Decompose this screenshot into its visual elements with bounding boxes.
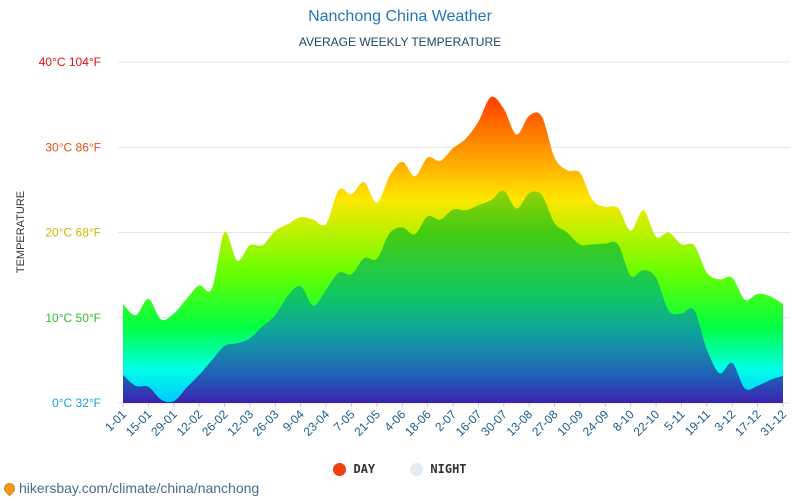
x-tick-label: 19-11 bbox=[682, 407, 713, 438]
y-tick-label: 10°C 50°F bbox=[45, 311, 101, 325]
x-tick-label: 29-01 bbox=[148, 407, 180, 439]
legend-night[interactable]: NIGHT bbox=[410, 462, 467, 476]
x-tick-label: 18-06 bbox=[402, 407, 434, 439]
x-tick-label: 17-12 bbox=[732, 407, 764, 439]
y-tick-label: 20°C 68°F bbox=[45, 226, 101, 240]
source-text: hikersbay.com/climate/china/nanchong bbox=[19, 480, 260, 496]
x-tick-label: 21-05 bbox=[351, 407, 383, 439]
x-tick-label: 27-08 bbox=[529, 407, 561, 439]
y-tick-label: 30°C 86°F bbox=[45, 140, 101, 154]
legend-night-label: NIGHT bbox=[430, 462, 467, 476]
chart-title: Nanchong China Weather bbox=[308, 8, 492, 25]
x-tick-label: 15-01 bbox=[123, 407, 155, 439]
x-tick-label: 30-07 bbox=[478, 407, 510, 439]
x-tick-label: 16-07 bbox=[453, 407, 485, 439]
y-tick-label: 0°C 32°F bbox=[52, 396, 101, 410]
legend-day[interactable]: DAY bbox=[333, 462, 375, 476]
chart-legend: DAY NIGHT bbox=[0, 462, 800, 479]
y-tick-label: 40°C 104°F bbox=[39, 55, 101, 69]
x-tick-label: 12-03 bbox=[224, 407, 256, 439]
night-legend-dot bbox=[410, 462, 424, 476]
x-tick-label: 10-09 bbox=[554, 407, 586, 439]
night-temperature-area bbox=[123, 190, 783, 403]
x-tick-label: 12-02 bbox=[174, 407, 206, 439]
x-tick-label: 31-12 bbox=[758, 407, 790, 439]
legend-day-label: DAY bbox=[353, 462, 376, 476]
y-axis-label: TEMPERATURE bbox=[15, 191, 27, 273]
chart-subtitle: AVERAGE WEEKLY TEMPERATURE bbox=[298, 35, 502, 49]
x-tick-label: 24-09 bbox=[580, 407, 612, 439]
x-axis-ticks: 1-0115-0129-0112-0226-0212-0326-039-0423… bbox=[102, 403, 789, 439]
x-tick-label: 22-10 bbox=[631, 407, 663, 439]
y-axis-ticks: 0°C 32°F 10°C 50°F 20°C 68°F 30°C 86°F 40°C … bbox=[39, 55, 101, 410]
day-legend-dot bbox=[333, 462, 347, 476]
location-pin-icon bbox=[1, 480, 18, 496]
x-tick-label: 26-03 bbox=[250, 407, 282, 439]
source-link[interactable]: hikersbay.com/climate/china/nanchong bbox=[1, 480, 260, 496]
x-tick-label: 23-04 bbox=[301, 407, 333, 439]
x-tick-label: 13-08 bbox=[504, 407, 536, 439]
x-tick-label: 26-02 bbox=[199, 407, 231, 439]
temperature-chart: 0°C 32°F 10°C 50°F 20°C 68°F 30°C 86°F 40°C … bbox=[15, 55, 790, 439]
